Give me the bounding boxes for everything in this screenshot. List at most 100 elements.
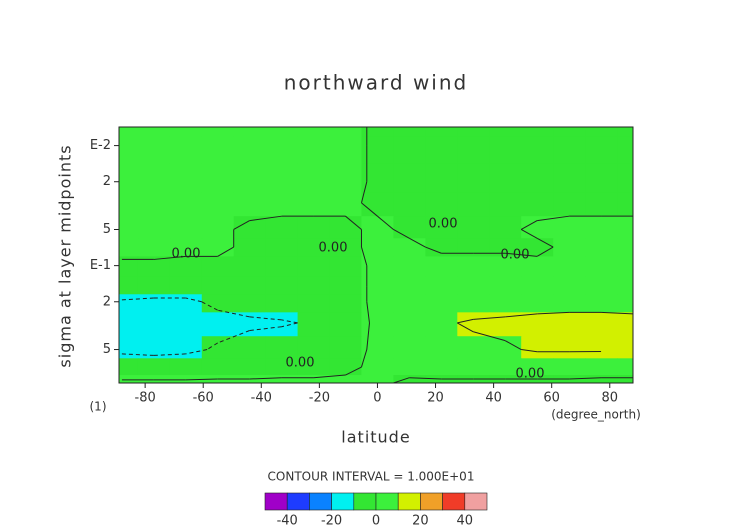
contour-line — [361, 349, 368, 368]
contour-line — [505, 252, 538, 257]
field-cell — [617, 238, 634, 257]
field-cell — [617, 163, 634, 193]
contour-line — [366, 322, 370, 350]
contour-line — [505, 313, 538, 318]
field-cell — [553, 192, 586, 217]
field-cell — [169, 358, 203, 376]
contour-line — [249, 326, 282, 332]
field-cell — [393, 238, 426, 257]
field-cell — [265, 336, 299, 359]
field-cell — [425, 216, 458, 239]
field-cell — [169, 238, 203, 257]
contour-label: 0.00 — [516, 367, 545, 382]
colorbar-swatch — [420, 492, 443, 511]
x-tick-label: 80 — [601, 391, 618, 406]
contour-line — [217, 246, 234, 257]
field-cell — [457, 312, 490, 337]
corner-label: (1) — [90, 400, 107, 414]
field-cell — [119, 216, 139, 239]
field-cell — [297, 294, 331, 313]
contour-line — [377, 215, 394, 230]
field-cell — [393, 163, 426, 193]
field-cell — [329, 127, 362, 137]
contour-line — [361, 202, 378, 217]
colorbar-swatch — [353, 492, 377, 511]
field-cell — [617, 312, 634, 337]
field-cell — [489, 256, 522, 277]
field-cell — [489, 238, 522, 257]
field-cell — [425, 358, 458, 376]
field-cell — [553, 336, 586, 359]
field-cell — [119, 238, 139, 257]
field-cell — [521, 276, 554, 295]
field-cell — [585, 336, 618, 359]
field-cell — [233, 216, 267, 239]
field-cell — [425, 336, 458, 359]
field-cell — [585, 358, 618, 376]
contour-line — [569, 377, 602, 380]
contour-line — [360, 181, 368, 203]
contour-label: 0.00 — [429, 217, 458, 232]
field-cell — [585, 127, 618, 137]
contour-line — [153, 255, 186, 260]
field-cell — [137, 238, 171, 257]
field-cell — [265, 238, 299, 257]
field-cell — [297, 136, 331, 165]
y-tick-label: E-2 — [90, 138, 111, 153]
field-cell — [329, 163, 362, 193]
contour-line — [281, 322, 298, 328]
field-cell — [265, 256, 299, 277]
field-cell — [361, 238, 394, 257]
field-cell — [329, 336, 362, 359]
field-cell — [265, 276, 299, 295]
field-cell — [233, 312, 267, 337]
field-cell — [265, 216, 299, 239]
colorbar-swatch — [442, 492, 466, 511]
field-cell — [521, 256, 554, 277]
colorbar-tick-label: 0 — [372, 514, 380, 529]
contour-line — [249, 316, 282, 321]
field-cell — [169, 136, 203, 165]
field-cell — [617, 136, 634, 165]
colorbar-swatch — [331, 492, 355, 511]
field-cell — [361, 312, 394, 337]
contour-line — [185, 349, 208, 355]
field-cell — [233, 127, 267, 137]
field-cell — [585, 238, 618, 257]
field-cell — [137, 294, 171, 313]
field-cell — [521, 336, 554, 359]
colorbar-tick-label: -20 — [321, 514, 342, 529]
field-cell — [329, 238, 362, 257]
contour-line — [537, 215, 570, 222]
contour-line — [345, 366, 362, 376]
x-tick-label: -20 — [309, 391, 330, 406]
field-cell — [457, 127, 490, 137]
field-cell — [233, 238, 267, 257]
field-cell — [169, 336, 203, 359]
field-cell — [137, 375, 171, 384]
field-cell — [169, 375, 203, 384]
contour-line — [457, 322, 474, 333]
field-cell — [489, 163, 522, 193]
contour-line — [217, 330, 250, 344]
y-tick-label: 5 — [103, 342, 111, 357]
field-cell — [553, 256, 586, 277]
field-cell — [489, 136, 522, 165]
field-cell — [585, 216, 618, 239]
field-cell — [137, 216, 171, 239]
field-cell — [119, 276, 139, 295]
field-cell — [553, 216, 586, 239]
contour-line — [521, 349, 538, 353]
field-cell — [119, 163, 139, 193]
field-cell — [201, 312, 235, 337]
field-cell — [393, 358, 426, 376]
contour-line — [537, 311, 570, 315]
field-cell — [425, 256, 458, 277]
field-cell — [201, 136, 235, 165]
field-cell — [265, 358, 299, 376]
field-cell — [617, 358, 634, 376]
contour-line — [409, 377, 442, 380]
field-cell — [169, 312, 203, 337]
contour-line — [457, 318, 474, 324]
field-cell — [393, 294, 426, 313]
